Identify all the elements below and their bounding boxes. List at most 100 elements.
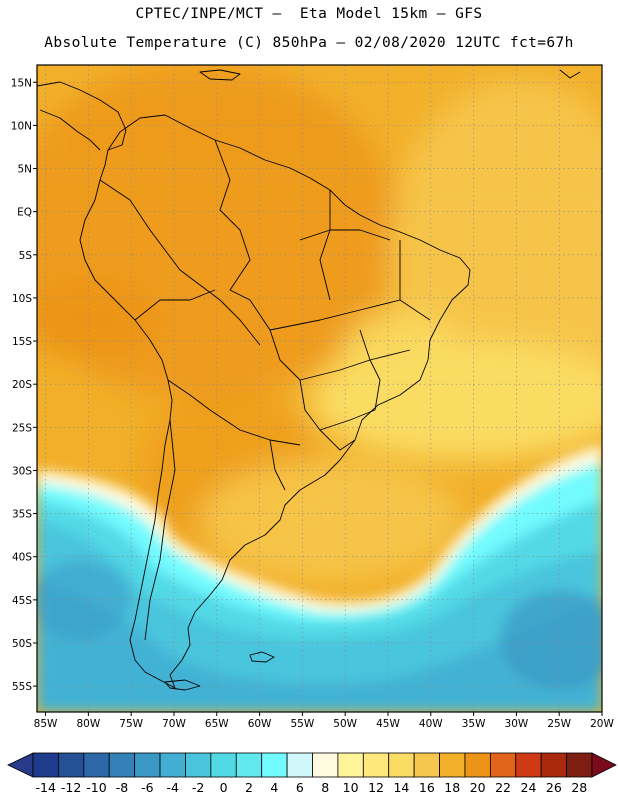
state-border — [299, 349, 411, 381]
colorbar-label: 14 — [393, 780, 409, 795]
colorbar-swatch — [413, 752, 440, 778]
lat-tick-label: 40S — [12, 552, 32, 564]
colorbar-swatch — [185, 752, 212, 778]
colorbar-swatch — [83, 752, 110, 778]
lat-tick-label: 15S — [12, 336, 32, 348]
lat-tick-label: 30S — [12, 465, 32, 477]
south-america-coast — [79, 114, 471, 689]
lon-tick-label: 80W — [76, 718, 100, 730]
colorbar-label: -14 — [35, 780, 55, 795]
colorbar-swatch — [32, 752, 59, 778]
coastlines-and-borders — [37, 69, 581, 691]
colorbar-swatch — [134, 752, 161, 778]
colorbar-swatch — [261, 752, 288, 778]
colorbar-swatch — [566, 752, 593, 778]
lon-tick-label: 60W — [248, 718, 272, 730]
colorbar-label: 26 — [546, 780, 562, 795]
central-america-coast — [39, 109, 101, 151]
lat-tick-label: 10N — [11, 120, 32, 132]
colorbar-swatch — [337, 752, 364, 778]
map-title: CPTEC/INPE/MCT – Eta Model 15km – GFS — [135, 6, 483, 22]
tierra-del-fuego — [164, 679, 201, 691]
lon-tick-label: 20W — [590, 718, 614, 730]
lon-tick-label: 70W — [162, 718, 186, 730]
lat-tick-label: 20S — [12, 379, 32, 391]
colorbar-label: 4 — [270, 780, 278, 795]
central-america-coast — [37, 81, 127, 151]
state-border — [359, 329, 381, 411]
uruguay-border — [269, 439, 286, 491]
temperature-colorbar: -14 -12 -10 -8 -6 -4 -2 0 2 4 6 8 10 12 14 16 18 20 22 24 26… — [7, 752, 617, 795]
colorbar-swatch — [312, 752, 339, 778]
colorbar-label: 24 — [521, 780, 537, 795]
temperature-field — [37, 65, 602, 712]
colorbar-label: 22 — [495, 780, 511, 795]
lon-tick-label: 35W — [462, 718, 486, 730]
colorbar-swatch — [515, 752, 542, 778]
falkland-islands — [249, 651, 275, 663]
lon-tick-label: 55W — [291, 718, 315, 730]
lat-tick-label: 25S — [12, 422, 32, 434]
andean-border — [99, 179, 261, 346]
colorbar-swatch — [388, 752, 415, 778]
colorbar-swatch — [58, 752, 85, 778]
lon-tick-label: 30W — [505, 718, 529, 730]
colorbar-label: -2 — [192, 780, 204, 795]
colorbar-swatch — [235, 752, 263, 778]
lon-tick-label: 25W — [547, 718, 571, 730]
lat-tick-label: EQ — [17, 207, 32, 219]
colorbar-swatch — [540, 752, 567, 778]
colorbar-swatch — [439, 752, 466, 778]
lat-tick-label: 45S — [12, 595, 32, 607]
colorbar-label: 0 — [220, 780, 228, 795]
caribbean-island — [559, 69, 581, 79]
andean-border — [167, 379, 301, 446]
chile-argentina-border — [144, 419, 176, 641]
map-subtitle: Absolute Temperature (C) 850hPa – 02/08/… — [44, 35, 574, 51]
lon-tick-label: 45W — [376, 718, 400, 730]
colorbar-label: -4 — [167, 780, 180, 795]
lat-tick-label: 5N — [17, 164, 32, 176]
colorbar-swatch — [159, 752, 186, 778]
latitude-axis: 15N 10N 5N EQ 5S 10S 15S 20S 25S 30S 35S 40S 45S 50S 5… — [11, 77, 37, 693]
andean-border — [134, 289, 216, 321]
caribbean-island — [199, 69, 241, 81]
colorbar-label: 20 — [470, 780, 486, 795]
colorbar-label: 18 — [444, 780, 460, 795]
state-border — [399, 240, 431, 321]
state-border — [319, 409, 376, 431]
colorbar-swatch — [108, 752, 136, 778]
colorbar-swatch — [489, 752, 517, 778]
colorbar-label: 8 — [321, 780, 329, 795]
colorbar-over-arrow — [591, 752, 617, 778]
colorbar-label: -8 — [116, 780, 129, 795]
colorbar-swatch — [210, 752, 237, 778]
lat-tick-label: 50S — [12, 638, 32, 650]
colorbar-swatch — [362, 752, 390, 778]
colorbar-label: 2 — [245, 780, 253, 795]
colorbar-label: -6 — [141, 780, 154, 795]
lon-tick-label: 50W — [333, 718, 357, 730]
lon-tick-label: 85W — [34, 718, 58, 730]
lat-tick-label: 35S — [12, 509, 32, 521]
lat-tick-label: 10S — [12, 293, 32, 305]
state-border — [299, 229, 391, 241]
longitude-axis: 85W 80W 75W 70W 65W 60W 55W 50W 45W 40W 35W 30W 25W 2… — [34, 712, 614, 730]
lat-tick-label: 15N — [11, 77, 32, 89]
colorbar-swatch — [464, 752, 491, 778]
state-border — [269, 299, 401, 331]
brazil-border — [214, 139, 356, 451]
lon-tick-label: 75W — [119, 718, 143, 730]
colorbar-under-arrow — [7, 752, 34, 778]
map-frame — [36, 64, 603, 713]
state-border — [319, 190, 331, 301]
colorbar-label: -10 — [86, 780, 106, 795]
colorbar-label: 12 — [368, 780, 384, 795]
colorbar-label: 6 — [296, 780, 304, 795]
colorbar-label: 10 — [343, 780, 359, 795]
colorbar-label: 28 — [571, 780, 587, 795]
lon-tick-label: 65W — [205, 718, 229, 730]
colorbar-label: 16 — [419, 780, 435, 795]
lon-tick-label: 40W — [419, 718, 443, 730]
colorbar-label: -12 — [61, 780, 81, 795]
